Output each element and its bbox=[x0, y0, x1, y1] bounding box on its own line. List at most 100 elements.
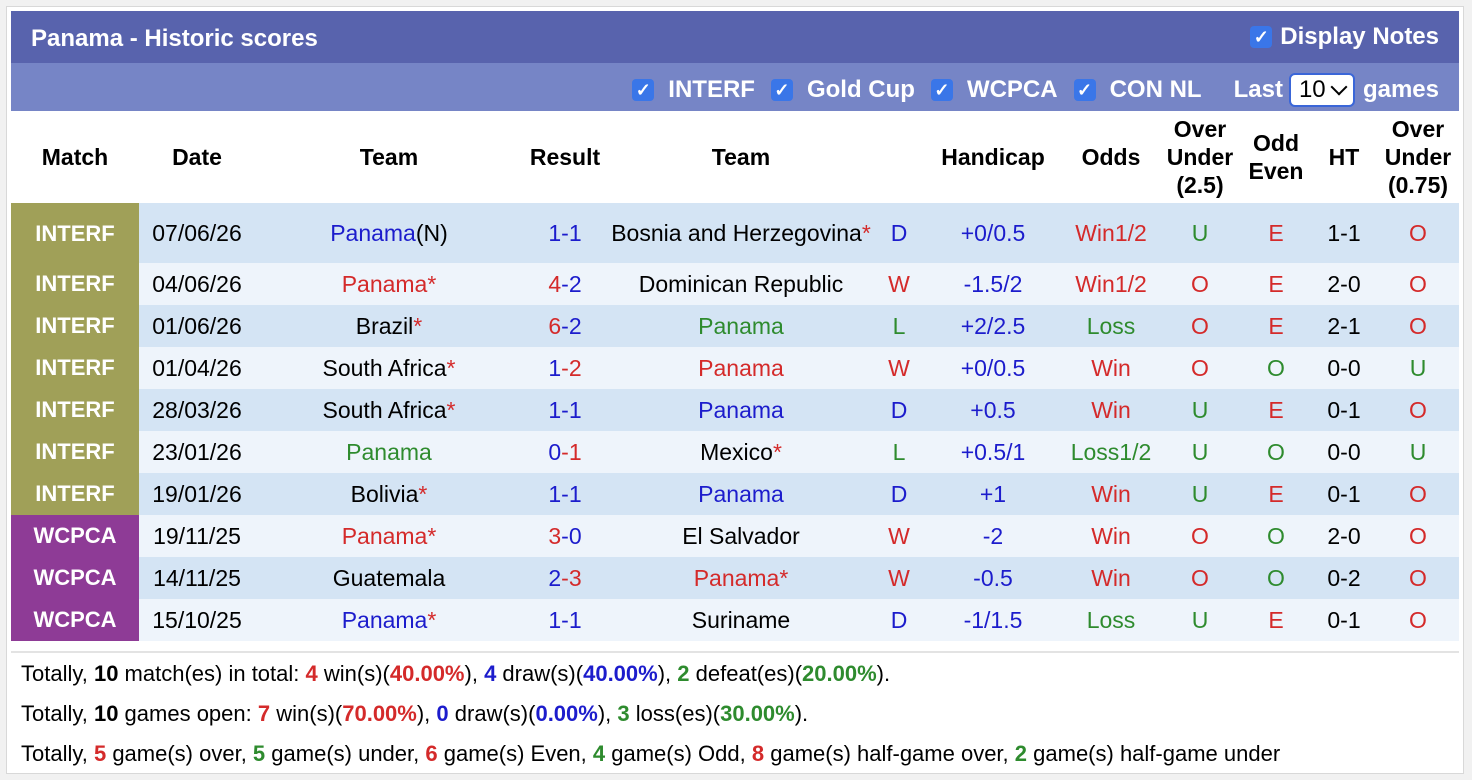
odds-result: Win bbox=[1063, 557, 1159, 599]
filter-interf[interactable]: ✓ INTERF bbox=[632, 76, 755, 104]
table-row[interactable]: WCPCA 19/11/25 Panama* 3-0 El Salvador W -2 Win… bbox=[11, 515, 1459, 557]
away-team[interactable]: El Salvador bbox=[607, 515, 875, 557]
match-result[interactable]: 2-3 bbox=[523, 557, 607, 599]
match-result[interactable]: 1-1 bbox=[523, 473, 607, 515]
col-date: Date bbox=[139, 111, 255, 203]
over-under-0-75: O bbox=[1377, 389, 1459, 431]
col-wdl bbox=[875, 111, 923, 203]
match-date: 14/11/25 bbox=[139, 557, 255, 599]
summary-segment: Totally, bbox=[21, 661, 94, 686]
match-result[interactable]: 0-1 bbox=[523, 431, 607, 473]
filter-con-nl[interactable]: ✓ CON NL bbox=[1073, 76, 1202, 104]
away-team[interactable]: Panama bbox=[607, 389, 875, 431]
odd-even: E bbox=[1241, 305, 1311, 347]
over-under-2-5: U bbox=[1159, 431, 1241, 473]
filter-con-nl-label: CON NL bbox=[1109, 76, 1202, 103]
league-badge[interactable]: WCPCA bbox=[11, 599, 139, 641]
match-date: 01/06/26 bbox=[139, 305, 255, 347]
table-row[interactable]: INTERF 19/01/26 Bolivia* 1-1 Panama D +1 Win U E 0… bbox=[11, 473, 1459, 515]
half-time-score: 0-1 bbox=[1311, 473, 1377, 515]
home-team[interactable]: Panama bbox=[255, 431, 523, 473]
match-result[interactable]: 3-0 bbox=[523, 515, 607, 557]
filter-gold-cup[interactable]: ✓ Gold Cup bbox=[770, 76, 915, 104]
home-team[interactable]: South Africa* bbox=[255, 389, 523, 431]
league-badge[interactable]: WCPCA bbox=[11, 515, 139, 557]
summary-segment: 40.00% bbox=[583, 661, 658, 686]
filter-interf-label: INTERF bbox=[668, 76, 755, 103]
home-team[interactable]: Bolivia* bbox=[255, 473, 523, 515]
table-row[interactable]: INTERF 28/03/26 South Africa* 1-1 Panama D +0.… bbox=[11, 389, 1459, 431]
league-badge[interactable]: WCPCA bbox=[11, 557, 139, 599]
odd-even: E bbox=[1241, 263, 1311, 305]
chevron-down-icon bbox=[1330, 78, 1348, 96]
filter-wcpca[interactable]: ✓ WCPCA bbox=[930, 76, 1058, 104]
away-team[interactable]: Suriname bbox=[607, 599, 875, 641]
away-team[interactable]: Mexico* bbox=[607, 431, 875, 473]
match-result[interactable]: 1-1 bbox=[523, 389, 607, 431]
over-under-2-5: O bbox=[1159, 263, 1241, 305]
over-under-0-75: O bbox=[1377, 473, 1459, 515]
match-result[interactable]: 4-2 bbox=[523, 263, 607, 305]
filter-wcpca-checkbox[interactable]: ✓ bbox=[930, 79, 953, 101]
win-draw-loss: D bbox=[875, 473, 923, 515]
match-result[interactable]: 6-2 bbox=[523, 305, 607, 347]
table-row[interactable]: INTERF 01/06/26 Brazil* 6-2 Panama L +2/2.5 Los… bbox=[11, 305, 1459, 347]
away-team[interactable]: Panama bbox=[607, 347, 875, 389]
league-badge[interactable]: INTERF bbox=[11, 389, 139, 431]
summary-segment: 20.00% bbox=[802, 661, 877, 686]
home-team[interactable]: Panama* bbox=[255, 263, 523, 305]
half-time-score: 0-0 bbox=[1311, 347, 1377, 389]
home-team[interactable]: Brazil* bbox=[255, 305, 523, 347]
league-badge[interactable]: INTERF bbox=[11, 305, 139, 347]
table-row[interactable]: INTERF 23/01/26 Panama 0-1 Mexico* L +0.5/1 Los… bbox=[11, 431, 1459, 473]
summary-segment: 30.00% bbox=[720, 701, 795, 726]
away-team[interactable]: Panama bbox=[607, 305, 875, 347]
last-games-select[interactable]: 10 bbox=[1288, 73, 1355, 107]
home-team[interactable]: Panama* bbox=[255, 599, 523, 641]
summary-segment: game(s) under, bbox=[265, 741, 426, 766]
col-odd-even: Odd Even bbox=[1241, 111, 1311, 203]
table-row[interactable]: INTERF 04/06/26 Panama* 4-2 Dominican Republ… bbox=[11, 263, 1459, 305]
league-badge[interactable]: INTERF bbox=[11, 347, 139, 389]
handicap-value: -2 bbox=[923, 515, 1063, 557]
filter-con-nl-checkbox[interactable]: ✓ bbox=[1073, 79, 1096, 101]
half-time-score: 2-1 bbox=[1311, 305, 1377, 347]
col-team-home: Team bbox=[255, 111, 523, 203]
league-badge[interactable]: INTERF bbox=[11, 263, 139, 305]
filter-wcpca-label: WCPCA bbox=[966, 76, 1058, 103]
table-row[interactable]: INTERF 07/06/26 Panama(N) 1-1 Bosnia and Her… bbox=[11, 203, 1459, 263]
home-team[interactable]: Panama* bbox=[255, 515, 523, 557]
summary-segment: 4 bbox=[484, 661, 497, 686]
home-team[interactable]: Guatemala bbox=[255, 557, 523, 599]
home-team[interactable]: South Africa* bbox=[255, 347, 523, 389]
win-draw-loss: L bbox=[875, 431, 923, 473]
filter-interf-checkbox[interactable]: ✓ bbox=[632, 79, 655, 101]
match-result[interactable]: 1-1 bbox=[523, 599, 607, 641]
away-team[interactable]: Dominican Republic bbox=[607, 263, 875, 305]
table-row[interactable]: WCPCA 15/10/25 Panama* 1-1 Suriname D -1/1.5 Lo… bbox=[11, 599, 1459, 641]
league-badge[interactable]: INTERF bbox=[11, 473, 139, 515]
match-result[interactable]: 1-1 bbox=[523, 203, 607, 263]
summary-segment: 4 bbox=[305, 661, 318, 686]
summary-segment: win(s)( bbox=[317, 661, 390, 686]
display-notes-checkbox[interactable]: ✓ bbox=[1250, 26, 1273, 48]
display-notes-toggle[interactable]: ✓ Display Notes bbox=[1250, 23, 1439, 51]
filter-gold-cup-checkbox[interactable]: ✓ bbox=[770, 79, 793, 101]
away-team[interactable]: Panama* bbox=[607, 557, 875, 599]
col-handicap: Handicap bbox=[923, 111, 1063, 203]
win-draw-loss: W bbox=[875, 347, 923, 389]
league-badge[interactable]: INTERF bbox=[11, 203, 139, 263]
home-team[interactable]: Panama(N) bbox=[255, 203, 523, 263]
odd-even: E bbox=[1241, 599, 1311, 641]
away-team[interactable]: Bosnia and Herzegovina* bbox=[607, 203, 875, 263]
last-label: Last bbox=[1233, 76, 1283, 103]
over-under-0-75: O bbox=[1377, 203, 1459, 263]
table-row[interactable]: WCPCA 14/11/25 Guatemala 2-3 Panama* W -0.5 Win… bbox=[11, 557, 1459, 599]
odd-even: E bbox=[1241, 389, 1311, 431]
odds-result: Win bbox=[1063, 389, 1159, 431]
league-badge[interactable]: INTERF bbox=[11, 431, 139, 473]
match-result[interactable]: 1-2 bbox=[523, 347, 607, 389]
away-team[interactable]: Panama bbox=[607, 473, 875, 515]
table-row[interactable]: INTERF 01/04/26 South Africa* 1-2 Panama W +0/… bbox=[11, 347, 1459, 389]
summary-segment: 0 bbox=[436, 701, 449, 726]
